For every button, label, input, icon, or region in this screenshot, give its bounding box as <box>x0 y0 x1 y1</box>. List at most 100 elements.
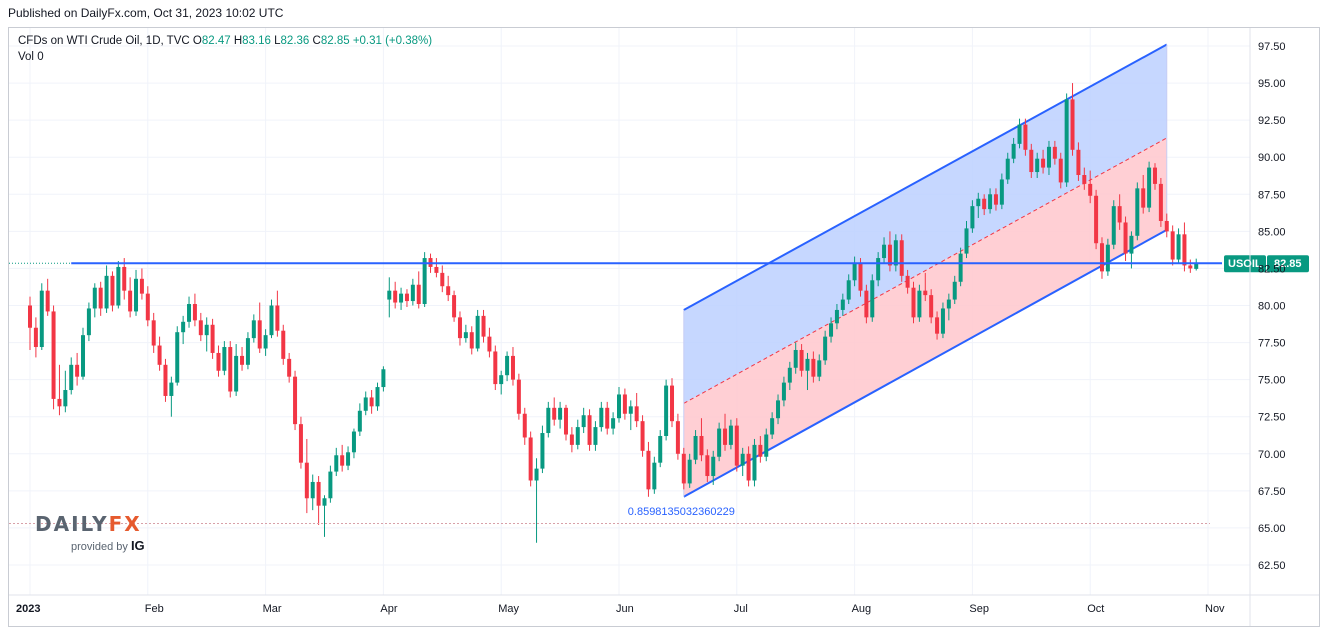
candle-body <box>1182 234 1187 266</box>
candle-body <box>304 462 309 499</box>
candle-body <box>145 293 150 321</box>
x-tick-label: Oct <box>1087 603 1104 615</box>
logo-fx: FX <box>108 512 142 536</box>
candle <box>363 391 368 416</box>
x-tick-label: Jun <box>616 603 634 615</box>
candle <box>1088 170 1093 204</box>
volume-legend: Vol 0 <box>18 51 44 63</box>
symbol-name: CFDs on WTI Crude Oil, 1D, TVC <box>18 35 190 47</box>
candle <box>516 373 521 420</box>
candle-body <box>528 437 533 481</box>
candle <box>988 188 993 214</box>
candle-body <box>646 450 651 490</box>
candle <box>834 304 839 330</box>
candle-body <box>322 498 327 506</box>
candle <box>145 286 150 327</box>
candle-body <box>999 179 1004 205</box>
channel-lower-fill <box>683 137 1167 497</box>
candle <box>652 456 657 494</box>
candle-body <box>45 290 50 312</box>
high-value: 83.16 <box>242 35 271 47</box>
candle-body <box>1105 244 1110 272</box>
candle-body <box>1041 158 1046 168</box>
candle <box>1046 140 1051 176</box>
candle <box>552 397 557 426</box>
candle <box>558 401 563 429</box>
candle-body <box>1164 220 1169 232</box>
candle <box>222 341 227 376</box>
candle-body <box>157 345 162 365</box>
x-tick-label: May <box>498 603 519 615</box>
candle <box>693 430 698 465</box>
logo-ig: IG <box>130 538 145 553</box>
candle <box>192 293 197 327</box>
candle-body <box>410 284 415 302</box>
candle-body <box>134 278 139 312</box>
candle-body <box>39 290 44 348</box>
candle <box>1052 140 1057 165</box>
candle-body <box>169 382 174 396</box>
candle <box>399 287 404 310</box>
candle <box>446 275 451 302</box>
x-tick-label: Apr <box>380 603 397 615</box>
candle-body <box>281 330 286 359</box>
candle-body <box>81 335 86 377</box>
candle-body <box>675 421 680 454</box>
candle-body <box>817 360 822 377</box>
candle <box>534 458 539 543</box>
candle-body <box>940 308 945 334</box>
y-tick-label: 87.50 <box>1258 189 1286 201</box>
candle <box>929 289 934 324</box>
candle-body <box>787 367 792 383</box>
candle-body <box>1194 263 1199 269</box>
candle <box>1094 189 1099 250</box>
ohlc-legend: CFDs on WTI Crude Oil, 1D, TVC O82.47 H8… <box>18 35 432 47</box>
candle-body <box>316 481 321 506</box>
candle-body <box>1070 99 1075 150</box>
candle-body <box>946 299 951 309</box>
candle-body <box>1035 158 1040 173</box>
candle <box>157 336 162 371</box>
x-tick-label: Feb <box>145 603 164 615</box>
candle <box>958 247 963 287</box>
candle-body <box>381 369 386 388</box>
candle <box>1105 238 1110 276</box>
candle <box>75 352 80 386</box>
candle-body <box>752 444 757 481</box>
candle-body <box>1158 183 1163 221</box>
candle-body <box>882 244 887 259</box>
candle <box>976 192 981 219</box>
candle-body <box>634 406 639 422</box>
candle <box>240 347 245 371</box>
candle <box>28 296 32 350</box>
candle-body <box>192 304 197 321</box>
candle <box>1147 161 1152 213</box>
candle <box>33 317 38 358</box>
candle-body <box>628 406 633 414</box>
candle-body <box>216 352 221 371</box>
candle-body <box>734 425 739 466</box>
candle <box>787 361 792 391</box>
candle-body <box>858 263 863 291</box>
close-value: 82.85 <box>320 35 350 47</box>
candle-body <box>1052 146 1057 159</box>
candle <box>811 351 816 383</box>
y-tick-label: 80.00 <box>1258 301 1286 313</box>
candle-body <box>57 398 62 407</box>
x-tick-label: Nov <box>1205 603 1225 615</box>
candle <box>251 314 256 343</box>
candle <box>1017 118 1022 149</box>
candle-body <box>357 410 362 432</box>
candle-body <box>935 317 940 334</box>
candle <box>793 342 798 374</box>
candle <box>122 258 127 300</box>
candle-body <box>687 459 692 484</box>
candle <box>611 412 616 435</box>
candle-body <box>1152 167 1157 184</box>
candle-body <box>51 311 56 399</box>
candle <box>952 275 957 305</box>
candle <box>457 311 462 346</box>
candle <box>45 278 50 316</box>
candle <box>351 428 356 459</box>
